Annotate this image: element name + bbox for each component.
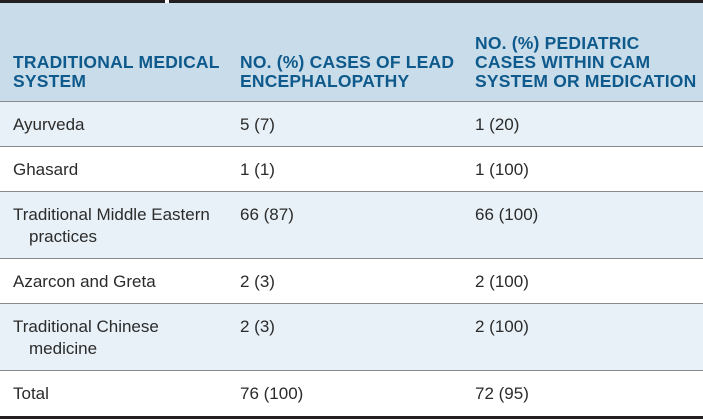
cell-cases: 66 (87)	[232, 190, 467, 258]
cell-cases: 2 (3)	[232, 302, 467, 370]
cell-system: Traditional Middle Eastern practices	[0, 190, 232, 258]
cell-pediatric: 66 (100)	[467, 190, 703, 258]
cell-pediatric: 2 (100)	[467, 257, 703, 303]
cell-pediatric: 2 (100)	[467, 302, 703, 370]
table-row: Traditional Chinese medicine 2 (3) 2 (10…	[0, 302, 703, 370]
table-row: Ghasard 1 (1) 1 (100)	[0, 145, 703, 191]
cell-pediatric: 1 (20)	[467, 100, 703, 146]
cell-system: Traditional Chinese medicine	[0, 302, 232, 370]
header-pediatric-cases: NO. (%) PEDIATRIC CASES WITHIN CAM SYSTE…	[467, 3, 703, 101]
header-medical-system: TRADITIONAL MEDICAL SYSTEM	[0, 3, 232, 101]
cell-system: Ghasard	[0, 145, 232, 191]
table-row: Azarcon and Greta 2 (3) 2 (100)	[0, 257, 703, 303]
top-rule-left	[0, 0, 165, 3]
system-label: Ayurveda	[13, 114, 85, 134]
header-lead-encephalopathy-cases: NO. (%) CASES OF LEAD ENCEPHALOPATHY	[232, 3, 467, 101]
bottom-rule	[0, 416, 703, 419]
cell-system: Total	[0, 369, 232, 415]
system-label: Ghasard	[13, 159, 79, 179]
cell-cases: 76 (100)	[232, 369, 467, 415]
system-label: Total	[13, 383, 49, 403]
cell-cases: 5 (7)	[232, 100, 467, 146]
system-label: Azarcon and Greta	[13, 271, 156, 291]
top-rule-right	[169, 0, 703, 3]
cell-cases: 1 (1)	[232, 145, 467, 191]
cell-system: Azarcon and Greta	[0, 257, 232, 303]
cell-cases: 2 (3)	[232, 257, 467, 303]
table-header-row: TRADITIONAL MEDICAL SYSTEM NO. (%) CASES…	[0, 3, 703, 101]
table-row-total: Total 76 (100) 72 (95)	[0, 369, 703, 415]
system-label: Traditional Chinese medicine	[13, 316, 159, 358]
system-label: Traditional Middle Eastern practices	[13, 204, 210, 246]
cell-pediatric: 72 (95)	[467, 369, 703, 415]
lead-encephalopathy-table: TRADITIONAL MEDICAL SYSTEM NO. (%) CASES…	[0, 3, 703, 415]
cell-pediatric: 1 (100)	[467, 145, 703, 191]
table-row: Traditional Middle Eastern practices 66 …	[0, 190, 703, 258]
table-row: Ayurveda 5 (7) 1 (20)	[0, 100, 703, 146]
cell-system: Ayurveda	[0, 100, 232, 146]
